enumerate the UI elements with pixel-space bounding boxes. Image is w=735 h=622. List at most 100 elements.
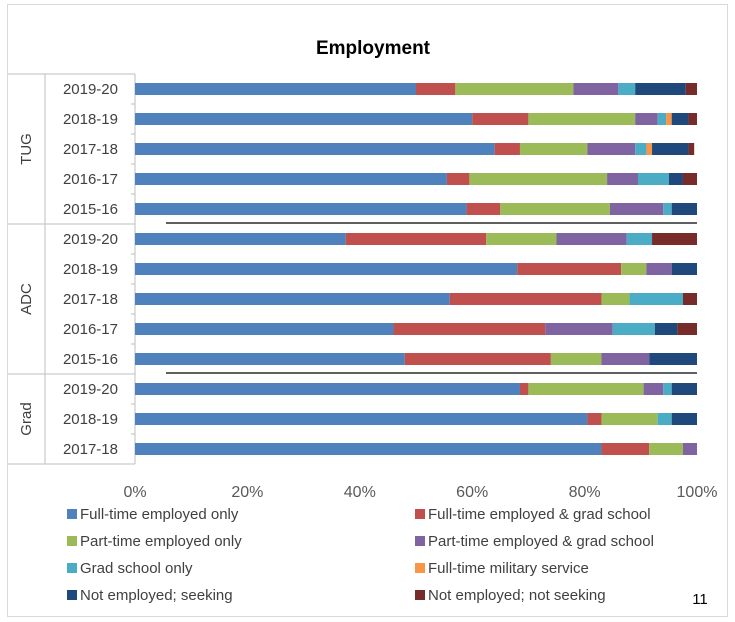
- bar-segment: [635, 83, 686, 95]
- bar-segment: [469, 173, 608, 185]
- bar-segment: [135, 323, 394, 335]
- bar-segment: [601, 293, 630, 305]
- category-labels: TUG ADC Grad 2019-20 2018-19 2017-18 2016-17 20…: [18, 81, 118, 458]
- legend-label: Part-time employed only: [80, 533, 242, 550]
- x-tick-label: 0%: [123, 484, 146, 501]
- chart-title: Employment: [316, 38, 431, 59]
- x-tick-label: 40%: [344, 484, 376, 501]
- category-label: 2015-16: [63, 201, 118, 218]
- bar-segment: [671, 383, 697, 395]
- bar-segment: [685, 83, 697, 95]
- bar-segment: [607, 173, 638, 185]
- bar-segment: [135, 383, 520, 395]
- bar-segment: [601, 443, 650, 455]
- category-label: 2019-20: [63, 231, 118, 248]
- bar-segment: [135, 113, 473, 125]
- bar-segment: [666, 113, 672, 125]
- bar-segment: [646, 263, 672, 275]
- legend-label: Grad school only: [80, 560, 193, 577]
- category-label: 2018-19: [63, 111, 118, 128]
- group-label: ADC: [18, 283, 35, 315]
- category-label: 2018-19: [63, 411, 118, 428]
- bar-segment: [688, 113, 697, 125]
- legend-label: Not employed; not seeking: [428, 587, 606, 604]
- bar-segment: [635, 113, 658, 125]
- legend-item: Full-time employed only: [67, 506, 239, 523]
- bar-segment: [135, 263, 518, 275]
- legend-label: Full-time employed only: [80, 506, 239, 523]
- bar-segment: [519, 143, 588, 155]
- bar-segment: [649, 443, 683, 455]
- category-label: 2018-19: [63, 261, 118, 278]
- bar-segment: [626, 233, 653, 245]
- bar-segment: [528, 383, 644, 395]
- bar-segment: [682, 443, 697, 455]
- bar-segment: [345, 233, 487, 245]
- bar-segment: [657, 413, 672, 425]
- legend-label: Full-time military service: [428, 560, 589, 577]
- bar-segment: [688, 143, 695, 155]
- bar-segment: [601, 353, 650, 365]
- x-axis-ticks: 0% 20% 40% 60% 80% 100%: [123, 484, 717, 501]
- x-tick-label: 20%: [231, 484, 263, 501]
- bar-segment: [135, 143, 495, 155]
- group-label: Grad: [18, 402, 35, 435]
- category-label: 2019-20: [63, 81, 118, 98]
- bar-segment: [416, 83, 456, 95]
- bar-segment: [682, 293, 697, 305]
- bar-segment: [682, 173, 697, 185]
- bar-segment: [404, 353, 551, 365]
- bar-segment: [663, 203, 672, 215]
- bar-segment: [587, 143, 636, 155]
- legend-item: Part-time employed only: [67, 533, 242, 550]
- bar-segment: [637, 173, 669, 185]
- bar-segment: [135, 353, 405, 365]
- bar-segment: [612, 323, 655, 335]
- legend-item: Full-time employed & grad school: [415, 506, 651, 523]
- bar-segment: [587, 413, 602, 425]
- page-number: 11: [692, 591, 708, 608]
- bar-segment: [654, 323, 678, 335]
- bar-segment: [135, 293, 450, 305]
- bar-segment: [500, 203, 610, 215]
- bar-segment: [657, 113, 667, 125]
- category-label: 2015-16: [63, 351, 118, 368]
- category-label: 2017-18: [63, 141, 118, 158]
- bar-segment: [635, 143, 647, 155]
- bars-layer: [135, 83, 697, 455]
- legend-swatch: [67, 536, 77, 546]
- legend-swatch: [67, 563, 77, 573]
- legend: Full-time employed only Full-time employe…: [67, 506, 654, 604]
- bar-segment: [486, 233, 557, 245]
- bar-segment: [668, 173, 683, 185]
- bar-segment: [677, 323, 697, 335]
- category-label: 2016-17: [63, 321, 118, 338]
- group-label: TUG: [18, 133, 35, 165]
- legend-swatch: [415, 536, 425, 546]
- category-label: 2017-18: [63, 291, 118, 308]
- bar-segment: [671, 203, 697, 215]
- bar-segment: [393, 323, 546, 335]
- bar-segment: [629, 293, 683, 305]
- bar-segment: [449, 293, 602, 305]
- category-label: 2019-20: [63, 381, 118, 398]
- bar-segment: [609, 203, 664, 215]
- bar-segment: [618, 83, 636, 95]
- bar-segment: [135, 413, 588, 425]
- bar-segment: [466, 203, 501, 215]
- category-axis-frame: [8, 73, 697, 465]
- bar-segment: [545, 323, 613, 335]
- bar-segment: [135, 233, 346, 245]
- legend-swatch: [415, 590, 425, 600]
- bar-segment: [528, 113, 636, 125]
- bar-segment: [663, 383, 672, 395]
- bar-segment: [519, 383, 529, 395]
- chart-border: [7, 4, 728, 617]
- legend-label: Full-time employed & grad school: [428, 506, 651, 523]
- legend-item: Not employed; seeking: [67, 587, 233, 604]
- bar-segment: [646, 143, 653, 155]
- bar-segment: [649, 353, 697, 365]
- bar-segment: [556, 233, 627, 245]
- bar-segment: [550, 353, 602, 365]
